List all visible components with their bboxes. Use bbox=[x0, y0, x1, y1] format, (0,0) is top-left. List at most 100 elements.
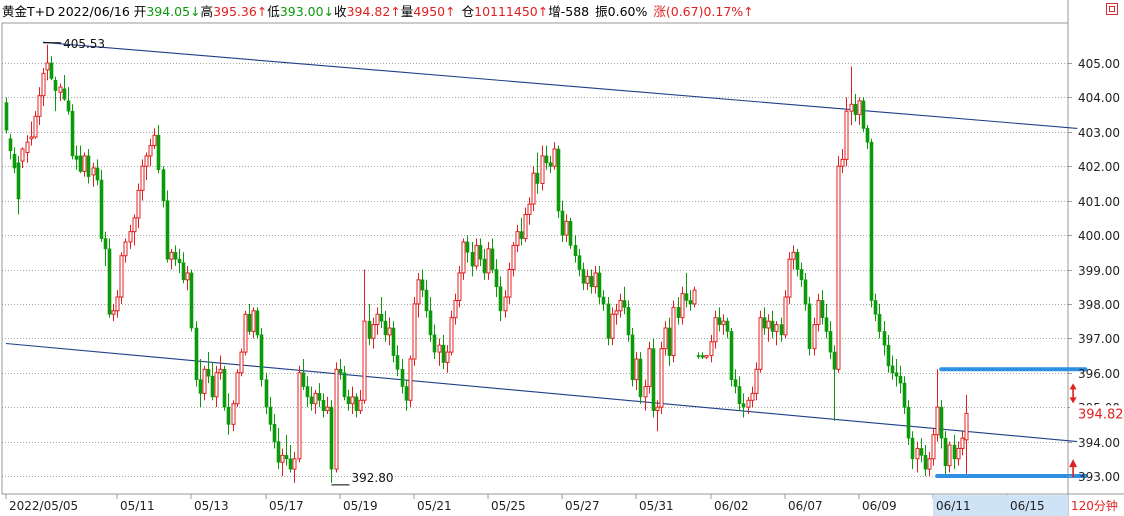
volume-arrow: ↑ bbox=[445, 4, 456, 19]
candle-body-down bbox=[828, 331, 833, 353]
candle-body-down bbox=[601, 296, 606, 305]
x-tick-label: 06/02 bbox=[714, 499, 749, 513]
candle-body-up bbox=[41, 72, 46, 97]
candle-body-up bbox=[713, 317, 718, 343]
candle-body-down bbox=[943, 437, 948, 466]
candle-body-up bbox=[214, 372, 219, 398]
candle-body-up bbox=[387, 327, 392, 336]
candle-body-down bbox=[498, 286, 503, 312]
candle-body-up bbox=[115, 296, 120, 312]
candle-body-down bbox=[247, 313, 252, 332]
candle-body-down bbox=[272, 424, 277, 442]
candle-body-down bbox=[688, 300, 693, 305]
candle-body-up bbox=[453, 299, 458, 319]
candle-body-down bbox=[181, 262, 186, 281]
candle-body-down bbox=[268, 406, 273, 425]
candle-body-down bbox=[367, 320, 372, 339]
candle-body-down bbox=[404, 386, 409, 401]
candle-body-up bbox=[461, 241, 466, 274]
candle-body-down bbox=[470, 251, 475, 267]
close-arrow: ↑ bbox=[390, 4, 401, 19]
high-arrow: ↑ bbox=[256, 4, 268, 19]
candle-body-up bbox=[812, 324, 817, 350]
candle-body-down bbox=[173, 251, 178, 260]
candle-body-up bbox=[610, 313, 615, 339]
x-tick-label: 2022/05/05 bbox=[9, 499, 78, 513]
candle-body-down bbox=[799, 269, 804, 281]
candle-body-up bbox=[507, 269, 512, 298]
candle-body-down bbox=[420, 279, 425, 291]
candle-body-down bbox=[519, 231, 524, 239]
candle-body-up bbox=[231, 403, 236, 425]
period-label[interactable]: 120分钟 bbox=[1071, 498, 1118, 513]
candle-body-down bbox=[861, 100, 866, 129]
candle-body-up bbox=[527, 203, 532, 215]
amplitude-label: 振 bbox=[595, 4, 608, 19]
y-tick-label: 397.00 bbox=[1078, 332, 1120, 346]
candle-body-down bbox=[700, 355, 705, 358]
candle-body-up bbox=[350, 396, 355, 405]
candle-body-down bbox=[568, 221, 573, 246]
open-interest-label: 仓 bbox=[461, 4, 475, 19]
candle-body-down bbox=[346, 396, 351, 405]
candle-body-down bbox=[264, 379, 269, 408]
candle-body-down bbox=[12, 153, 17, 169]
candle-body-up bbox=[144, 155, 149, 167]
delta-label: 增 bbox=[548, 4, 561, 19]
candle-body-up bbox=[136, 189, 141, 219]
candle-body-up bbox=[185, 272, 190, 281]
x-tick-label: 06/15 bbox=[1010, 499, 1045, 513]
candle-body-up bbox=[857, 100, 862, 116]
delta-value: -588 bbox=[560, 4, 590, 19]
candle-body-up bbox=[844, 110, 849, 160]
x-tick-label: 05/13 bbox=[194, 499, 229, 513]
candle-body-up bbox=[29, 136, 34, 140]
open-interest-arrow: ↑ bbox=[537, 4, 549, 19]
candle-body-up bbox=[643, 386, 648, 398]
candle-body-up bbox=[218, 368, 223, 374]
candle-body-down bbox=[622, 300, 627, 308]
candle-body-up bbox=[523, 213, 528, 240]
candle-body-down bbox=[95, 167, 100, 181]
candle-body-down bbox=[78, 155, 83, 172]
candle-body-down bbox=[894, 372, 899, 377]
candle-body-up bbox=[787, 258, 792, 298]
candle-body-down bbox=[53, 79, 58, 91]
candle-body-down bbox=[589, 276, 594, 288]
candle-body-down bbox=[548, 162, 553, 167]
candle-body-down bbox=[441, 344, 446, 363]
candle-body-down bbox=[910, 437, 915, 460]
candle-body-down bbox=[762, 317, 767, 329]
candle-body-down bbox=[729, 331, 734, 380]
last-price-bg bbox=[1070, 405, 1124, 422]
quote-date: 2022/06/16 bbox=[57, 4, 130, 19]
candle-body-up bbox=[840, 158, 845, 167]
candle-body-down bbox=[737, 386, 742, 405]
candle-body-down bbox=[66, 100, 71, 112]
candle-body-down bbox=[581, 269, 586, 284]
candle-body-up bbox=[280, 454, 285, 463]
trendlines bbox=[5, 41, 1078, 443]
candle-body-down bbox=[494, 269, 499, 288]
candle-body-down bbox=[424, 289, 429, 312]
candle-body-down bbox=[206, 369, 211, 377]
high-label: 高 bbox=[200, 4, 214, 19]
candle-body-down bbox=[919, 448, 924, 456]
candle-body-up bbox=[325, 406, 330, 412]
window-toggle-icon[interactable] bbox=[1106, 3, 1118, 15]
x-tick-label: 06/07 bbox=[788, 499, 823, 513]
candle-body-up bbox=[931, 434, 936, 460]
x-tick-label: 05/27 bbox=[565, 499, 600, 513]
low-arrow: ↓ bbox=[323, 4, 335, 19]
candle-body-down bbox=[717, 317, 722, 325]
candle-body-up bbox=[552, 148, 557, 167]
candle-body-down bbox=[577, 255, 582, 270]
candle-body-down bbox=[309, 396, 314, 405]
y-tick-label: 403.00 bbox=[1078, 126, 1120, 140]
candle-body-up bbox=[960, 437, 965, 449]
candle-body-up bbox=[91, 167, 96, 176]
open-interest-value: 10111450 bbox=[474, 4, 538, 19]
candle-body-up bbox=[849, 103, 854, 112]
